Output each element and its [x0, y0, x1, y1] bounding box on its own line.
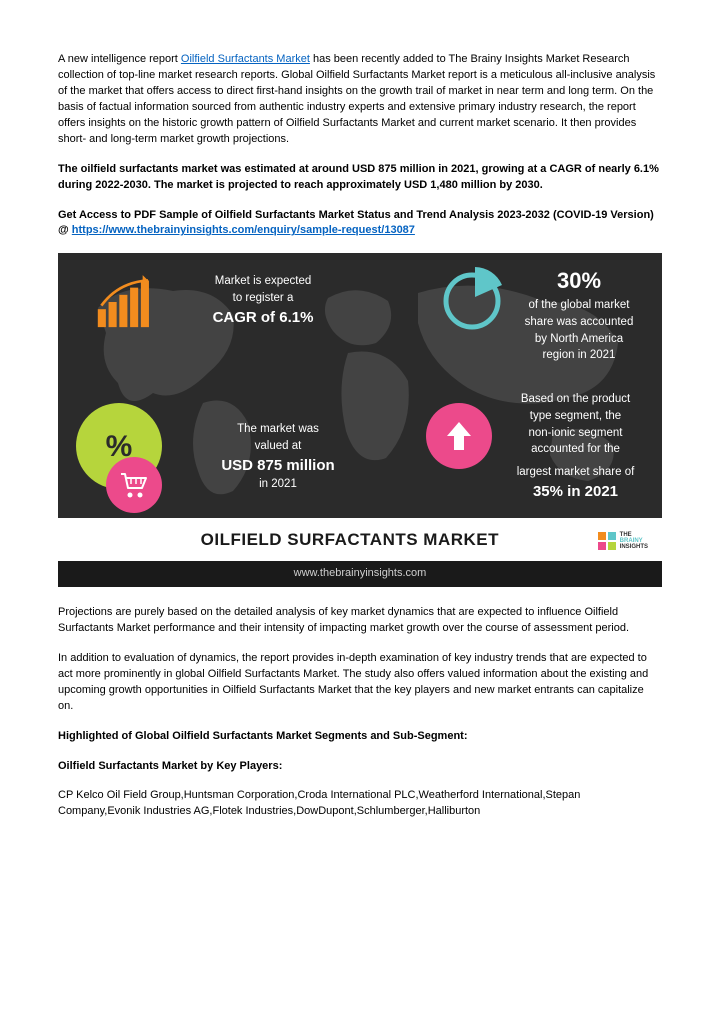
tr-l4: region in 2021: [514, 347, 644, 364]
sample-link[interactable]: https://www.thebrainyinsights.com/enquir…: [72, 224, 415, 236]
infographic-url: www.thebrainyinsights.com: [58, 561, 662, 587]
intro-post: has been recently added to The Brainy In…: [58, 53, 655, 145]
highlight-heading: Highlighted of Global Oilfield Surfactan…: [58, 729, 662, 745]
pie-icon: [437, 263, 507, 333]
tl-l2: to register a: [198, 290, 328, 307]
callout-bl: The market was valued at USD 875 million…: [208, 421, 348, 493]
br-l5: largest market share of: [503, 464, 648, 481]
tl-big: CAGR of 6.1%: [213, 309, 314, 326]
callout-tl: Market is expected to register a CAGR of…: [198, 273, 328, 328]
infographic-title-bar: OILFIELD SURFACTANTS MARKET THE BRAINY I…: [58, 518, 662, 561]
players-heading: Oilfield Surfactants Market by Key Playe…: [58, 759, 662, 775]
bl-l3: in 2021: [208, 476, 348, 493]
infographic: Market is expected to register a CAGR of…: [58, 253, 662, 587]
br-l2: type segment, the: [503, 408, 648, 425]
bar-chart-icon: [96, 267, 166, 337]
infographic-main: Market is expected to register a CAGR of…: [58, 253, 662, 518]
tr-l3: by North America: [514, 331, 644, 348]
evaluation-paragraph: In addition to evaluation of dynamics, t…: [58, 651, 662, 715]
bl-l1: The market was: [208, 421, 348, 438]
projections-paragraph: Projections are purely based on the deta…: [58, 605, 662, 637]
summary-bold: The oilfield surfactants market was esti…: [58, 162, 662, 194]
callout-tr: 30% of the global market share was accou…: [514, 265, 644, 364]
arrow-circle-icon: [426, 403, 492, 469]
tr-big: 30%: [557, 268, 601, 293]
brainy-logo: THE BRAINY INSIGHTS: [598, 532, 648, 550]
bl-big: USD 875 million: [221, 457, 334, 474]
infographic-title: OILFIELD SURFACTANTS MARKET: [201, 528, 499, 553]
br-l1: Based on the product: [503, 391, 648, 408]
tl-l1: Market is expected: [198, 273, 328, 290]
tr-l1: of the global market: [514, 297, 644, 314]
br-big: 35% in 2021: [533, 483, 618, 500]
br-l3: non-ionic segment: [503, 425, 648, 442]
report-link[interactable]: Oilfield Surfactants Market: [181, 53, 310, 65]
intro-pre: A new intelligence report: [58, 53, 181, 65]
intro-paragraph: A new intelligence report Oilfield Surfa…: [58, 52, 662, 148]
players-list: CP Kelco Oil Field Group,Huntsman Corpor…: [58, 788, 662, 820]
bl-l2: valued at: [208, 438, 348, 455]
cart-icon: [106, 457, 162, 513]
tr-l2: share was accounted: [514, 314, 644, 331]
br-l4: accounted for the: [503, 441, 648, 458]
callout-br: Based on the product type segment, the n…: [503, 391, 648, 502]
sample-paragraph: Get Access to PDF Sample of Oilfield Sur…: [58, 208, 662, 240]
